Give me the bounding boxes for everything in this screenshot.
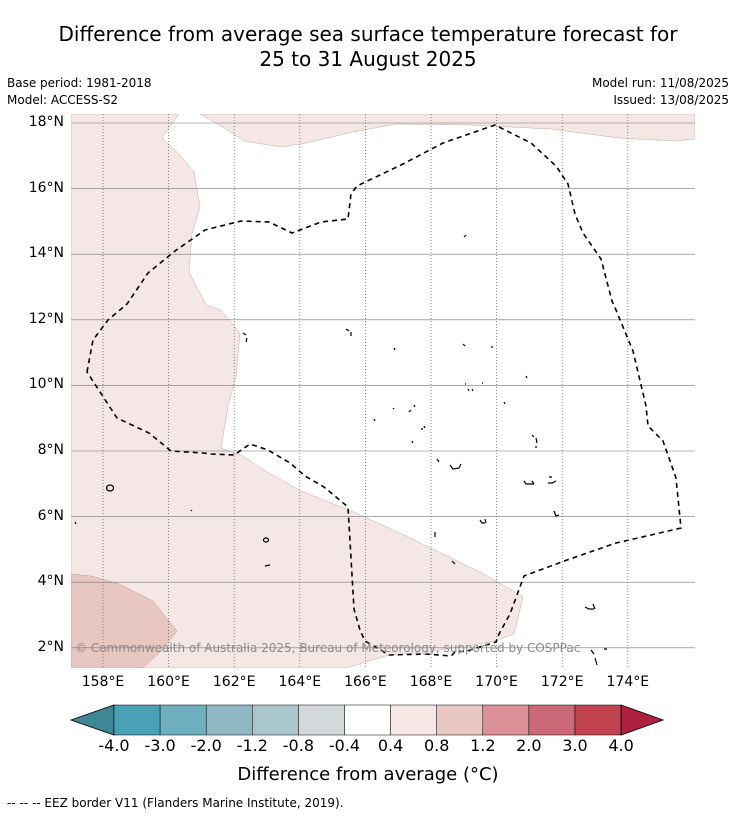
colorbar-segment <box>574 704 622 736</box>
eez-border <box>86 124 682 657</box>
island <box>411 440 440 463</box>
colorbar-tick-label: 0.4 <box>377 736 404 755</box>
latitude-label: 8°N <box>37 442 64 458</box>
island <box>503 401 506 405</box>
eez-legend: -- -- -- EEZ border V11 (Flanders Marine… <box>7 796 344 810</box>
latitude-label: 6°N <box>37 507 64 524</box>
colorbar-segment <box>390 704 437 736</box>
anomaly-region-0.4-0.8-north <box>199 114 695 148</box>
island <box>105 484 115 492</box>
colorbar-segment <box>113 704 161 736</box>
latitude-label: 2°N <box>37 638 64 655</box>
colorbar-tick-label: -4.0 <box>98 736 130 755</box>
title-line-1: Difference from average sea surface temp… <box>58 22 678 46</box>
colorbar-segment <box>205 704 253 736</box>
island <box>531 434 538 448</box>
latitude-label: 14°N <box>28 245 64 262</box>
colorbar-segment <box>528 704 576 736</box>
colorbar-tick-label: 3.0 <box>562 736 588 755</box>
model-run: Model run: 11/08/2025 <box>591 76 729 90</box>
colorbar-tick-label: 1.2 <box>470 736 496 755</box>
colorbar-segment <box>252 704 299 736</box>
anomaly-region-0.8-1.2 <box>71 573 178 668</box>
island <box>590 648 607 666</box>
island <box>525 375 528 379</box>
colorbar-tick-label: 0.8 <box>423 736 450 755</box>
title-line-2: 25 to 31 August 2025 <box>259 47 477 71</box>
longitude-label: 164°E <box>278 674 322 690</box>
longitude-label: 172°E <box>540 674 584 690</box>
island <box>345 328 352 336</box>
longitude-label: 160°E <box>147 674 190 690</box>
colorbar-segment <box>436 704 484 736</box>
island <box>264 564 271 567</box>
colorbar-segment <box>159 704 207 736</box>
latitude-label: 4°N <box>37 573 64 590</box>
latitude-label: 12°N <box>28 310 64 327</box>
chart-title: Difference from average sea surface temp… <box>0 22 736 72</box>
island <box>479 518 487 524</box>
issued-date: Issued: 13/08/2025 <box>613 93 729 107</box>
colorbar-arrow-high <box>620 704 665 736</box>
island <box>242 332 248 343</box>
model-name: Model: ACCESS-S2 <box>7 93 119 107</box>
longitude-label: 158°E <box>81 674 125 690</box>
colorbar-tick-label: -1.2 <box>236 736 268 755</box>
colorbar-tick-label: 2.0 <box>516 736 542 755</box>
island <box>462 343 466 347</box>
island <box>421 425 426 430</box>
island <box>531 476 557 485</box>
base-period: Base period: 1981-2018 <box>7 76 152 90</box>
colorbar-segment <box>482 704 530 736</box>
island <box>451 560 456 565</box>
longitude-label: 166°E <box>344 674 387 690</box>
island <box>74 509 193 525</box>
colorbar-tick-label: -3.0 <box>144 736 176 755</box>
island <box>523 480 534 485</box>
colorbar-tick-label: -0.4 <box>328 736 361 755</box>
island <box>449 463 462 470</box>
island <box>392 404 416 413</box>
copyright-notice: © Commonwealth of Australia 2025, Bureau… <box>75 641 581 655</box>
colorbar <box>70 704 665 736</box>
colorbar-arrow-low <box>70 704 115 736</box>
longitude-label: 162°E <box>212 674 256 690</box>
latitude-label: 16°N <box>28 179 64 196</box>
colorbar-segment <box>344 704 391 736</box>
island <box>465 382 483 392</box>
sst-anomaly-map <box>71 114 695 668</box>
islands <box>74 234 607 666</box>
anomaly-region-0.4-0.8 <box>71 114 524 668</box>
island <box>463 234 467 238</box>
colorbar-label: Difference from average (°C) <box>237 764 499 785</box>
colorbar-tick-label: -0.8 <box>282 736 314 755</box>
island <box>393 347 396 351</box>
colorbar-segments <box>70 704 665 736</box>
longitude-label: 170°E <box>475 674 518 690</box>
colorbar-segment <box>298 704 345 736</box>
longitude-label: 168°E <box>409 674 453 690</box>
island <box>373 418 376 422</box>
graticule <box>71 114 695 668</box>
island <box>584 603 596 610</box>
latitude-label: 10°N <box>28 376 64 393</box>
latitude-label: 18°N <box>28 114 64 130</box>
longitude-label: 174°E <box>606 674 650 690</box>
island <box>262 537 270 543</box>
colorbar-tick-label: -2.0 <box>190 736 222 755</box>
colorbar-tick-label: 4.0 <box>608 736 634 755</box>
island <box>553 510 560 517</box>
